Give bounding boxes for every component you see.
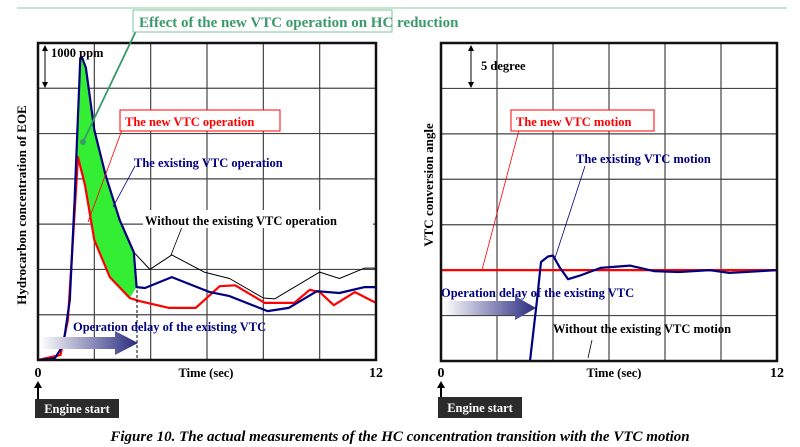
leader-new-motion: [481, 129, 520, 271]
highlight-dot: [80, 139, 86, 145]
engine-start-arrow-right: [437, 381, 445, 399]
right-plot-area: [441, 254, 777, 370]
left-x-tick-0: 0: [35, 366, 42, 381]
scale-label-degree: 5 degree: [481, 59, 526, 73]
scale-marker-1000ppm: [42, 45, 48, 88]
scale-marker-5deg: [468, 45, 474, 88]
engine-start-label-right: Engine start: [447, 401, 513, 415]
right-x-tick-12: 12: [770, 366, 784, 381]
engine-start-label-left: Engine start: [44, 402, 110, 416]
label-existing-motion: The existing VTC motion: [576, 152, 711, 166]
left-plot-area: [38, 55, 376, 360]
highlight-label-box: [132, 9, 393, 33]
engine-start-badge-left: [35, 399, 119, 418]
leader-highlight: [82, 30, 137, 143]
leader-without-motion: [587, 339, 593, 359]
scale-label-ppm: 1000 ppm: [51, 46, 104, 60]
label-new-operation: The new VTC operation: [125, 115, 254, 129]
label-bg-without: [143, 210, 373, 228]
delay-arrow-right: [443, 296, 536, 320]
delay-arrow-left: [40, 331, 138, 355]
right-y-axis-label: VTC conversion angle: [421, 123, 436, 247]
label-box-new-motion: [510, 109, 655, 132]
label-new-motion: The new VTC motion: [516, 115, 631, 129]
series-line-existing: [528, 254, 777, 361]
right-plot-frame: [439, 41, 779, 363]
left-plot-frame: [36, 41, 378, 362]
left-y-axis-label: Hydrocarbon concentration of EOE: [14, 105, 29, 304]
label-existing-operation: The existing VTC operation: [134, 156, 283, 170]
leader-existing-motion: [554, 165, 586, 259]
series-line-without: [133, 251, 376, 300]
highlight-label: Effect of the new VTC operation on HC re…: [139, 15, 459, 31]
left-x-tick-12: 12: [369, 366, 383, 381]
right-x-axis-label: Time (sec): [587, 366, 642, 380]
right-x-tick-0: 0: [438, 366, 445, 381]
leader-existing-operation: [112, 165, 136, 208]
label-delay-left: Operation delay of the existing VTC: [73, 320, 266, 334]
leader-without-operation: [170, 226, 183, 256]
left-x-axis-label: Time (sec): [179, 366, 234, 380]
label-box-new-operation: [119, 109, 281, 132]
label-without-motion: Without the existing VTC motion: [553, 322, 731, 336]
series-line-existing: [38, 55, 376, 360]
label-without-operation: Without the existing VTC operation: [145, 214, 337, 228]
series-line-existing-entry: [526, 366, 528, 370]
figure-caption: Figure 10. The actual measurements of th…: [109, 429, 689, 445]
engine-start-arrow-left: [34, 381, 42, 399]
leader-new-operation: [87, 129, 123, 223]
engine-start-badge-right: [438, 397, 522, 418]
label-delay-right: Operation delay of the existing VTC: [441, 286, 634, 300]
